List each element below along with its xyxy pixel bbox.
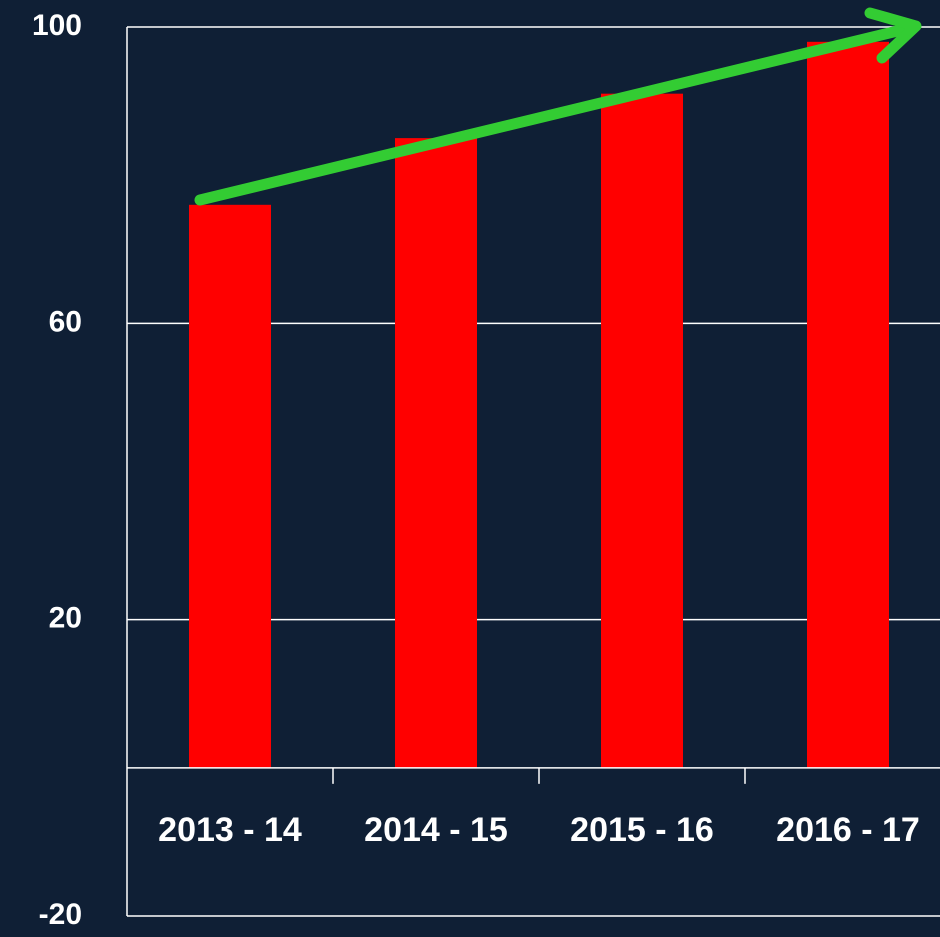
x-tick-label: 2013 - 14 — [158, 811, 302, 849]
y-tick-label: 20 — [49, 602, 82, 635]
x-tick-label: 2015 - 16 — [570, 811, 714, 849]
y-tick-label: 100 — [32, 9, 82, 42]
y-tick-label: 60 — [49, 305, 82, 338]
y-tick-label: -20 — [39, 898, 82, 931]
x-tick-label: 2016 - 17 — [776, 811, 920, 849]
trend-arrow — [194, 7, 922, 206]
plot-area: -20 20 60 100 2013 - 14 2014 - 15 2015 - 16 201… — [32, 9, 940, 931]
bar — [601, 93, 683, 768]
bar — [395, 138, 477, 768]
x-tick-label: 2014 - 15 — [364, 811, 508, 849]
bar — [189, 204, 271, 768]
bar — [807, 41, 889, 768]
